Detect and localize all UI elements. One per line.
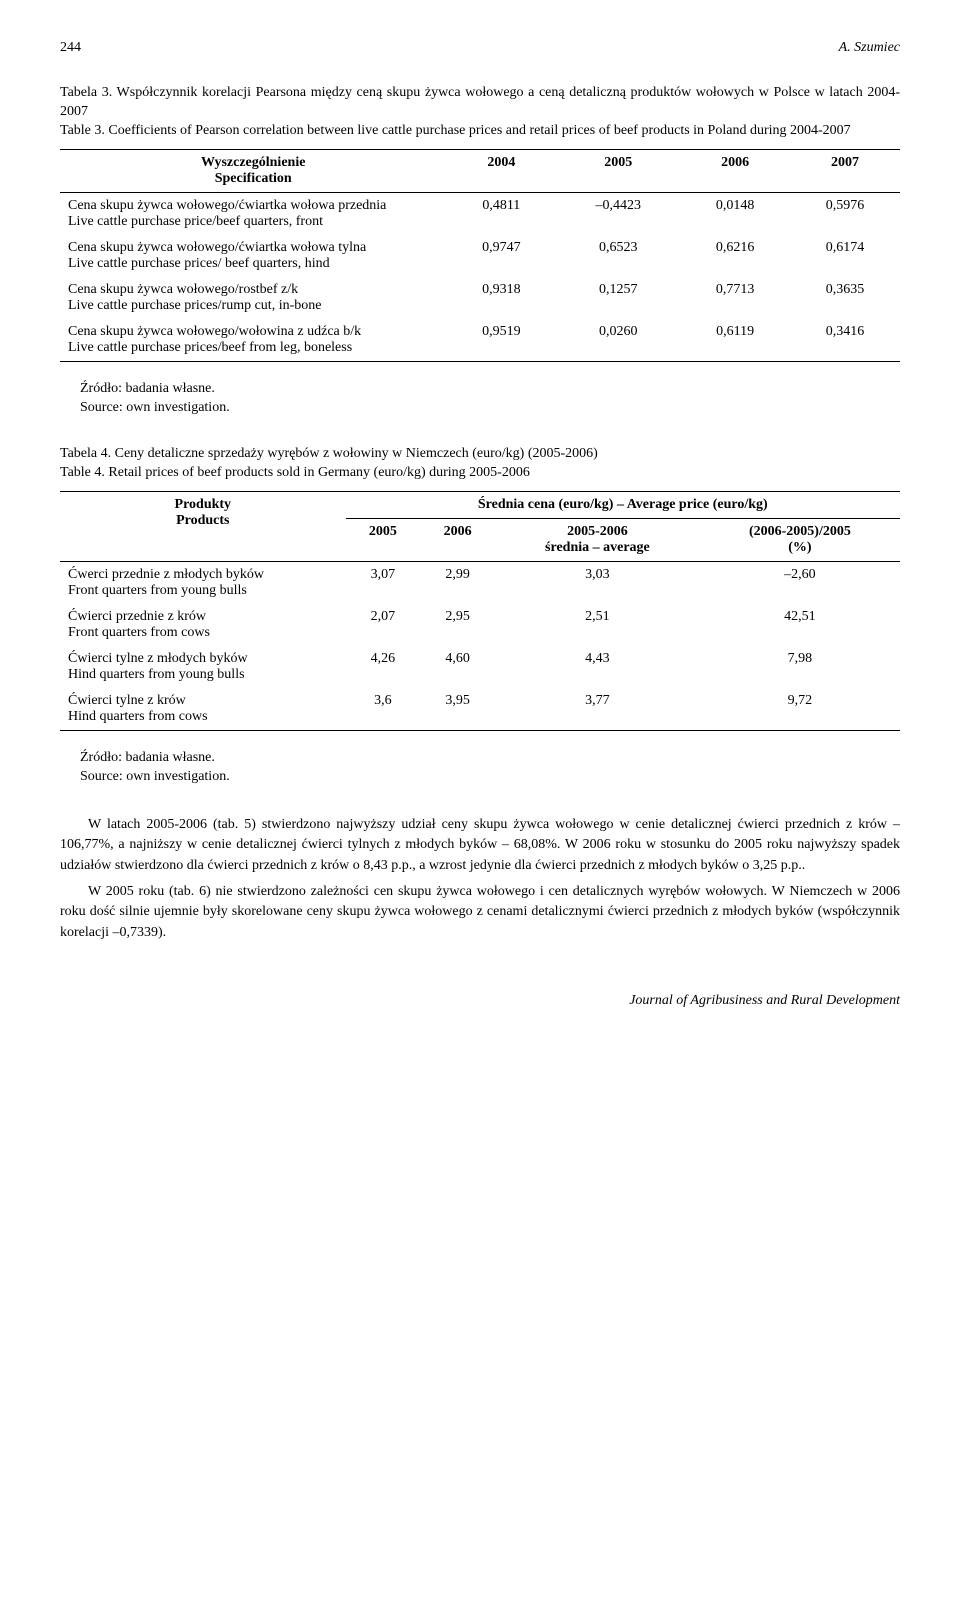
table-cell: 0,9318 [446, 277, 556, 319]
table3-year-3: 2007 [790, 149, 900, 192]
table-cell: 0,3635 [790, 277, 900, 319]
journal-footer: Journal of Agribusiness and Rural Develo… [60, 993, 900, 1009]
table3-year-1: 2005 [556, 149, 680, 192]
table-row-label: Cena skupu żywca wołowego/ćwiartka wołow… [60, 235, 446, 277]
table4-caption-pl: Tabela 4. Ceny detaliczne sprzedaży wyrę… [60, 446, 598, 461]
table-row-label: Ćwierci tylne z młodych bykówHind quarte… [60, 646, 346, 688]
table-cell: 4,60 [420, 646, 495, 688]
table-cell: 0,5976 [790, 192, 900, 235]
table-cell: 3,07 [346, 562, 421, 605]
table-cell: –2,60 [700, 562, 900, 605]
table-cell: 2,51 [495, 604, 700, 646]
table-row-label: Ćwierci przednie z krówFront quarters fr… [60, 604, 346, 646]
table-cell: 0,6119 [680, 319, 790, 362]
table-cell: –0,4423 [556, 192, 680, 235]
table4-products-pl: Produkty [175, 497, 232, 512]
table-row-label: Cena skupu żywca wołowego/ćwiartka wołow… [60, 192, 446, 235]
table-cell: 0,3416 [790, 319, 900, 362]
table4-products-en: Products [176, 513, 229, 528]
table-cell: 3,6 [346, 688, 421, 731]
source-pl-2: Źródło: badania własne. [80, 750, 215, 765]
table-row-label: Ćwerci przednie z młodych bykówFront qua… [60, 562, 346, 605]
table-cell: 0,9519 [446, 319, 556, 362]
table-cell: 0,6216 [680, 235, 790, 277]
table-row-label: Cena skupu żywca wołowego/rostbef z/kLiv… [60, 277, 446, 319]
table3-caption: Tabela 3. Współczynnik korelacji Pearson… [60, 84, 900, 141]
table-cell: 0,4811 [446, 192, 556, 235]
table4-caption-en: Table 4. Retail prices of beef products … [60, 465, 530, 480]
table3-spec-en: Specification [215, 171, 292, 186]
table3-year-0: 2004 [446, 149, 556, 192]
table-cell: 0,9747 [446, 235, 556, 277]
table4-col-avg-range: 2005-2006 [567, 524, 628, 539]
source-en-2: Source: own investigation. [80, 769, 230, 784]
table4-avg-header: Średnia cena (euro/kg) – Average price (… [346, 492, 900, 519]
table4-col-change: (2006-2005)/2005 [749, 524, 851, 539]
table-cell: 3,95 [420, 688, 495, 731]
table3-caption-pl: Tabela 3. Współczynnik korelacji Pearson… [60, 85, 900, 119]
table-row-label: Cena skupu żywca wołowego/wołowina z udź… [60, 319, 446, 362]
table-cell: 2,07 [346, 604, 421, 646]
table-cell: 0,6523 [556, 235, 680, 277]
table4-col-2005: 2005 [346, 519, 421, 562]
body-paragraph-2: W 2005 roku (tab. 6) nie stwierdzono zal… [60, 882, 900, 943]
table3: Wyszczególnienie Specification 2004 2005… [60, 149, 900, 362]
source-en-1: Source: own investigation. [80, 400, 230, 415]
table-cell: 4,26 [346, 646, 421, 688]
table-cell: 0,0260 [556, 319, 680, 362]
table-cell: 0,0148 [680, 192, 790, 235]
table4-col-change-sub: (%) [788, 540, 811, 555]
table-cell: 4,43 [495, 646, 700, 688]
body-paragraph-1: W latach 2005-2006 (tab. 5) stwierdzono … [60, 815, 900, 876]
table-cell: 2,95 [420, 604, 495, 646]
table3-caption-en: Table 3. Coefficients of Pearson correla… [60, 123, 851, 138]
table-cell: 0,7713 [680, 277, 790, 319]
table-cell: 2,99 [420, 562, 495, 605]
source-pl-1: Źródło: badania własne. [80, 381, 215, 396]
table4: Produkty Products Średnia cena (euro/kg)… [60, 491, 900, 731]
table-cell: 0,1257 [556, 277, 680, 319]
page-number: 244 [60, 40, 81, 56]
table4-col-avg-sub: średnia – average [545, 540, 650, 555]
table4-col-2006: 2006 [420, 519, 495, 562]
table-cell: 0,6174 [790, 235, 900, 277]
header-author: A. Szumiec [839, 40, 900, 56]
table3-spec-pl: Wyszczególnienie [201, 155, 305, 170]
table-row-label: Ćwierci tylne z krówHind quarters from c… [60, 688, 346, 731]
table-cell: 9,72 [700, 688, 900, 731]
table3-source: Źródło: badania własne. Source: own inve… [80, 380, 900, 418]
table-cell: 3,77 [495, 688, 700, 731]
table-cell: 3,03 [495, 562, 700, 605]
table-cell: 7,98 [700, 646, 900, 688]
table4-caption: Tabela 4. Ceny detaliczne sprzedaży wyrę… [60, 445, 900, 483]
table4-source: Źródło: badania własne. Source: own inve… [80, 749, 900, 787]
table-cell: 42,51 [700, 604, 900, 646]
table3-year-2: 2006 [680, 149, 790, 192]
